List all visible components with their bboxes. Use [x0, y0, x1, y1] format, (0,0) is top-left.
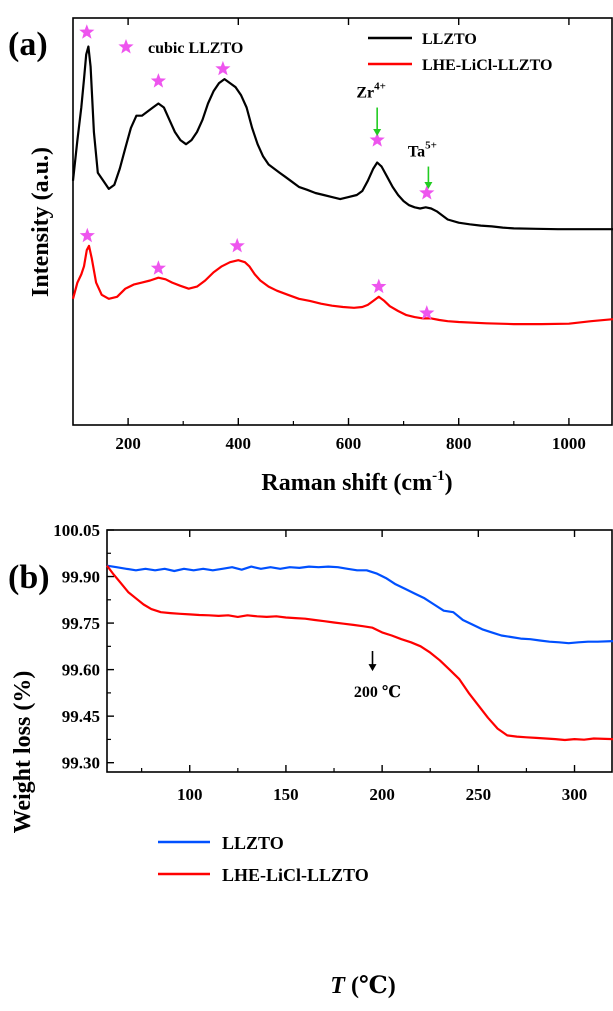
- plot-frame-a: [72, 17, 613, 426]
- cubic-marker: [150, 260, 166, 275]
- plot-frame-b: [106, 529, 613, 773]
- annotation-charge: 4+: [374, 81, 386, 93]
- annotation-label-a: Ta5+: [408, 140, 437, 161]
- x-axis-title-unit: (℃): [345, 973, 396, 999]
- legend-label-a: LLZTO: [422, 31, 477, 48]
- legend-label-a: LHE-LiCl-LLZTO: [422, 57, 552, 74]
- y-tick-label-b: 99.30: [62, 754, 100, 773]
- series-line-b-0: [106, 564, 613, 645]
- x-tick-label-a: 600: [336, 434, 362, 453]
- annotation-arrow-b: [368, 651, 377, 672]
- cubic-marker: [215, 60, 231, 76]
- cubic-marker: [79, 227, 95, 243]
- x-axis-title-a: Raman shift (cm-1): [261, 468, 452, 496]
- x-tick-label-b: 300: [562, 785, 588, 804]
- annotation-element: Ta: [408, 144, 425, 161]
- legend-label-b: LLZTO: [222, 833, 284, 853]
- annotation-arrow-b-head: [368, 664, 377, 672]
- y-tick-label-b: 99.75: [62, 614, 100, 633]
- y-axis-title-a: Intensity (a.u.): [28, 147, 54, 297]
- legend-label-b: LHE-LiCl-LLZTO: [222, 865, 369, 885]
- x-tick-label-a: 400: [226, 434, 252, 453]
- annotation-arrow-a-head: [424, 181, 433, 189]
- series-line-b-1: [106, 565, 613, 742]
- cubic-marker: [369, 132, 385, 147]
- annotation-arrow-a: [373, 107, 382, 137]
- cubic-marker: [419, 305, 435, 320]
- raman-panel: 200 400 600 800 1000 Zr4+ Ta5+ (a) cubic LLZTO LL…: [8, 17, 613, 496]
- x-tick-label-a: 1000: [552, 434, 586, 453]
- y-tick-label-b: 100.05: [53, 521, 100, 540]
- legend-marker-cubic: [118, 39, 134, 54]
- series-line-a-1: [71, 244, 613, 326]
- y-tick-label-b: 99.45: [62, 707, 100, 726]
- panel-label-a: (a): [8, 26, 48, 63]
- x-tick-label-a: 200: [115, 434, 141, 453]
- annotation-label-a: Zr4+: [356, 81, 386, 102]
- cubic-marker: [371, 278, 387, 294]
- x-axis-title-close: ): [445, 470, 453, 496]
- x-tick-label-b: 150: [273, 785, 299, 804]
- cubic-marker: [229, 237, 245, 253]
- x-tick-label-a: 800: [446, 434, 472, 453]
- panel-label-b: (b): [8, 559, 50, 596]
- legend-label-cubic: cubic LLZTO: [148, 40, 243, 57]
- x-axis-title-main: Raman shift (cm: [261, 470, 432, 496]
- annotation-label-b: 200 ℃: [354, 684, 401, 701]
- x-tick-label-b: 200: [369, 785, 395, 804]
- y-tick-label-b: 99.90: [62, 568, 100, 587]
- x-axis-title-italic: T: [330, 973, 346, 999]
- y-axis-title-b: Weight loss (%): [10, 671, 36, 834]
- annotation-arrow-a: [424, 166, 433, 189]
- cubic-marker: [150, 73, 166, 88]
- x-axis-title-b: T (℃): [330, 973, 395, 999]
- series-line-a-0: [71, 45, 613, 231]
- x-axis-title-sup: -1: [432, 468, 445, 484]
- cubic-marker: [79, 24, 95, 39]
- y-tick-label-b: 99.60: [62, 661, 100, 680]
- annotation-charge: 5+: [425, 140, 437, 152]
- tga-panel: 100 150 200 250 300 99.30 99.45 99.60 99.75 99.90…: [8, 521, 613, 999]
- annotation-element: Zr: [356, 85, 374, 102]
- x-tick-label-b: 250: [466, 785, 492, 804]
- x-tick-label-b: 100: [177, 785, 203, 804]
- annotation-arrow-a-head: [373, 129, 382, 137]
- cubic-marker: [419, 185, 435, 200]
